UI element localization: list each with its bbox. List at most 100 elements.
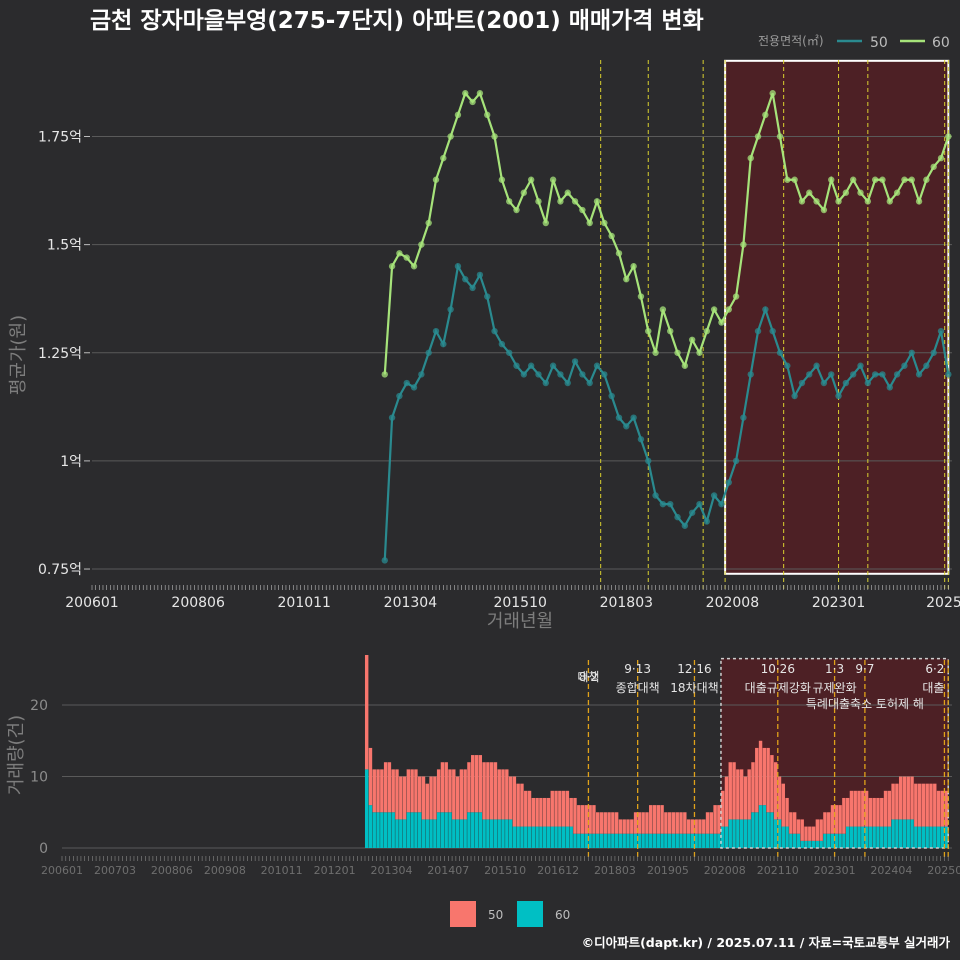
data-point-60 <box>630 263 637 270</box>
bar-50 <box>914 783 918 827</box>
bar-50 <box>944 790 948 827</box>
bar-50 <box>637 812 642 834</box>
bar-50 <box>508 776 513 820</box>
data-point-60 <box>725 306 732 313</box>
bar-50 <box>849 790 854 827</box>
bar-60 <box>607 833 611 848</box>
bar-50 <box>542 797 547 827</box>
bar-60 <box>603 833 607 848</box>
data-point-60 <box>696 349 703 356</box>
bar-60 <box>686 833 691 848</box>
bar-60 <box>777 819 782 848</box>
bar-60 <box>736 819 740 848</box>
data-point-50 <box>871 371 879 378</box>
bar-60 <box>611 833 615 848</box>
data-point-50 <box>842 379 850 387</box>
bar-60 <box>440 812 445 848</box>
data-point-50 <box>849 371 857 378</box>
bar-50 <box>546 797 551 827</box>
data-point-60 <box>396 250 403 257</box>
data-point-60 <box>462 90 469 97</box>
bar-60 <box>520 826 524 848</box>
data-point-60 <box>549 176 557 183</box>
bar-50 <box>577 805 581 834</box>
bar-50 <box>471 755 475 813</box>
data-point-60 <box>820 206 828 214</box>
bar-60 <box>474 812 479 848</box>
bar-60 <box>512 826 517 848</box>
bar-60 <box>914 826 918 848</box>
x-tick-label: 202404 <box>870 864 912 877</box>
x-tick-label: 201407 <box>427 864 469 877</box>
bar-60 <box>739 819 744 848</box>
bar-60 <box>917 826 922 848</box>
bar-50 <box>679 812 683 834</box>
bar-50 <box>728 762 732 820</box>
bar-50 <box>372 769 376 813</box>
bar-50 <box>675 812 679 834</box>
bar-60 <box>592 833 596 848</box>
data-point-60 <box>667 327 674 335</box>
data-point-50 <box>806 371 813 378</box>
bar-60 <box>622 833 626 848</box>
policy-date-label: 10·26 <box>761 662 795 676</box>
bar-50 <box>425 783 429 820</box>
bar-50 <box>781 783 785 827</box>
bar-60 <box>895 819 899 848</box>
bar-50 <box>895 783 899 820</box>
data-point-60 <box>520 189 528 196</box>
legend-bar-swatch-60 <box>517 901 543 927</box>
bar-60 <box>599 833 604 848</box>
y-tick-label: 10 <box>30 770 48 786</box>
data-point-50 <box>798 379 806 387</box>
bar-50 <box>758 740 763 806</box>
data-point-60 <box>762 111 769 119</box>
data-point-60 <box>864 198 872 205</box>
bar-60 <box>770 812 774 848</box>
legend-bar-label-50: 50 <box>488 908 503 922</box>
bar-60 <box>596 833 600 848</box>
bar-60 <box>683 833 687 848</box>
bar-60 <box>633 833 638 848</box>
bar-50 <box>493 762 498 820</box>
data-point-50 <box>469 284 476 292</box>
bar-60 <box>444 812 448 848</box>
bar-60 <box>436 812 441 848</box>
data-point-60 <box>557 198 564 205</box>
bottom-y-axis-title: 거래량(건) <box>6 715 27 795</box>
bar-50 <box>777 776 782 820</box>
bar-50 <box>376 769 380 813</box>
bar-60 <box>508 819 513 848</box>
bar-50 <box>474 755 479 813</box>
data-point-60 <box>806 189 813 196</box>
data-point-50 <box>505 349 513 356</box>
bar-50 <box>436 769 441 813</box>
bar-50 <box>387 762 392 813</box>
bar-60 <box>418 812 422 848</box>
bar-60 <box>838 833 842 848</box>
bar-60 <box>588 833 592 848</box>
bar-50 <box>550 790 554 827</box>
bar-60 <box>429 819 433 848</box>
bar-50 <box>736 769 740 820</box>
bar-60 <box>471 812 475 848</box>
bar-50 <box>902 776 907 820</box>
bar-60 <box>800 840 804 848</box>
bar-60 <box>501 819 505 848</box>
bar-50 <box>785 797 789 827</box>
bar-60 <box>380 812 384 848</box>
data-point-60 <box>937 154 945 162</box>
bar-50 <box>724 776 729 827</box>
bar-50 <box>520 783 524 827</box>
bar-50 <box>444 762 448 813</box>
data-point-50 <box>608 392 615 400</box>
bar-60 <box>755 812 759 848</box>
bar-50 <box>804 826 808 841</box>
bar-50 <box>933 783 937 827</box>
data-point-50 <box>601 371 608 378</box>
bar-50 <box>607 812 611 834</box>
x-tick-label: 200806 <box>171 595 225 611</box>
bar-60 <box>486 819 490 848</box>
bar-50 <box>406 769 411 813</box>
bar-60 <box>455 819 460 848</box>
